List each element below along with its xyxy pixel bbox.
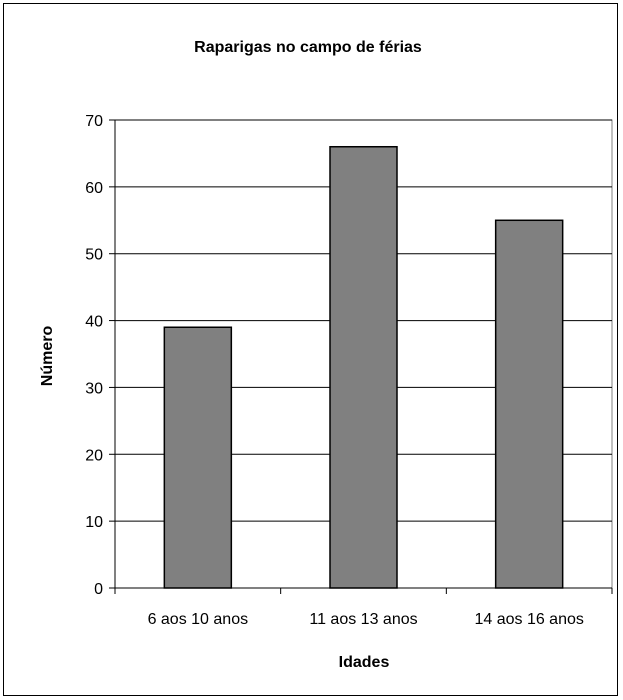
x-axis-label: Idades (339, 654, 390, 671)
bar (163, 326, 233, 589)
x-tick-label: 11 aos 13 anos (309, 611, 417, 628)
x-tick-label: 6 aos 10 anos (148, 611, 249, 628)
axes (109, 119, 613, 594)
y-tick-label: 30 (85, 380, 103, 397)
y-tick-label: 20 (85, 447, 103, 464)
y-tick-label: 70 (85, 113, 103, 130)
bars (163, 145, 564, 589)
y-tick-label: 50 (85, 247, 103, 264)
y-tick-label: 10 (85, 514, 103, 531)
y-tick-label: 0 (94, 581, 103, 598)
x-tick-label: 14 aos 16 anos (474, 611, 583, 628)
x-tick-labels: 6 aos 10 anos 11 aos 13 anos 14 aos 16 ano… (148, 611, 584, 628)
y-axis-label: Número (39, 326, 56, 387)
bar (329, 145, 398, 589)
bar (494, 219, 564, 589)
y-tick-labels: 0 10 20 30 40 50 60 70 (85, 113, 103, 598)
chart-title: Raparigas no campo de férias (194, 39, 422, 56)
y-tick-label: 40 (85, 314, 103, 331)
y-tick-label: 60 (85, 180, 103, 197)
